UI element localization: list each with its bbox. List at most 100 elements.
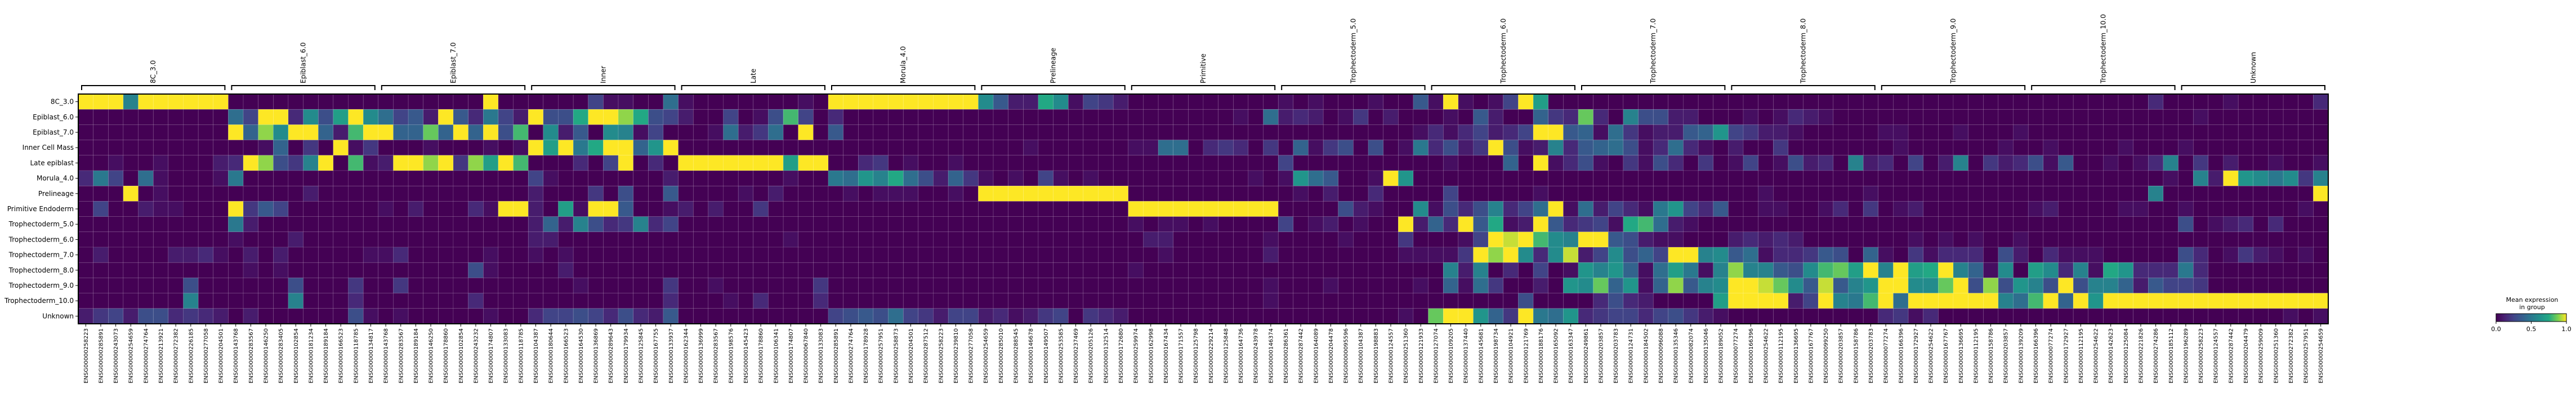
- heatmap-cell: [123, 262, 139, 278]
- heatmap-cell: [2208, 293, 2224, 309]
- heatmap-cell: [768, 231, 784, 248]
- heatmap-cell: [1833, 124, 1849, 140]
- heatmap-cell: [573, 124, 589, 140]
- heatmap-cell: [483, 155, 499, 171]
- heatmap-cell: [1608, 109, 1624, 125]
- heatmap-cell: [483, 247, 499, 263]
- heatmap-cell: [963, 293, 979, 309]
- heatmap-cell: [2088, 231, 2104, 248]
- heatmap-cell: [978, 216, 994, 233]
- heatmap-cell: [2193, 155, 2209, 171]
- heatmap-cell: [468, 231, 484, 248]
- heatmap-cell: [573, 262, 589, 278]
- heatmap-cell: [783, 247, 799, 263]
- heatmap-cell: [1998, 247, 2014, 263]
- heatmap-cell: [978, 262, 994, 278]
- heatmap-cell: [1143, 93, 1159, 110]
- row-label: Inner Cell Mass: [23, 144, 74, 151]
- heatmap-cell: [1893, 262, 1909, 278]
- gene-label: ENSG00000109205: [1448, 328, 1454, 383]
- heatmap-cell: [2073, 109, 2089, 125]
- heatmap-cell: [2073, 201, 2089, 217]
- gene-label: ENSG00000166396: [1898, 328, 1904, 383]
- heatmap-cell: [2028, 262, 2044, 278]
- heatmap-cell: [1968, 308, 1984, 324]
- heatmap-cell: [933, 247, 949, 263]
- gene-label: ENSG00000166523: [338, 328, 345, 383]
- heatmap-cell: [1263, 124, 1279, 140]
- heatmap-cell: [1158, 247, 1174, 263]
- heatmap-cell: [288, 278, 303, 293]
- heatmap-cell: [618, 124, 633, 140]
- row-label: Trophectoderm_5.0: [8, 220, 74, 228]
- heatmap-cell: [348, 109, 364, 125]
- heatmap-cell: [378, 216, 394, 233]
- heatmap-cell: [1848, 293, 1864, 309]
- heatmap-cell: [1518, 231, 1534, 248]
- heatmap-cell: [288, 109, 303, 125]
- gene-label: ENSG00000112195: [1778, 328, 1784, 383]
- heatmap-cell: [1698, 140, 1714, 156]
- heatmap-cell: [663, 216, 678, 233]
- heatmap-cell: [2253, 170, 2269, 186]
- heatmap-cell: [903, 293, 919, 309]
- heatmap-cell: [2118, 155, 2133, 171]
- heatmap-cell: [1518, 278, 1534, 293]
- heatmap-cell: [2133, 201, 2149, 217]
- heatmap-cell: [468, 216, 484, 233]
- heatmap-cells: [78, 93, 2329, 324]
- heatmap-cell: [783, 308, 799, 324]
- heatmap-cell: [1833, 262, 1849, 278]
- heatmap-cell: [1098, 262, 1114, 278]
- heatmap-cell: [1638, 155, 1654, 171]
- heatmap-cell: [468, 124, 484, 140]
- heatmap-cell: [1098, 140, 1114, 156]
- heatmap-cell: [393, 262, 409, 278]
- heatmap-cell: [1083, 262, 1099, 278]
- heatmap-cell: [1488, 231, 1504, 248]
- heatmap-cell: [1683, 109, 1699, 125]
- heatmap-cell: [93, 185, 109, 202]
- heatmap-cell: [1848, 231, 1864, 248]
- heatmap-cell: [2088, 293, 2104, 309]
- heatmap-cell: [1683, 293, 1699, 309]
- heatmap-cell: [453, 140, 468, 156]
- heatmap-cell: [903, 247, 919, 263]
- heatmap-cell: [1353, 247, 1369, 263]
- heatmap-cell: [303, 216, 319, 233]
- gene-label: ENSG00000254659: [2318, 328, 2324, 383]
- heatmap-cell: [2268, 262, 2284, 278]
- group-bracket: [381, 85, 526, 90]
- heatmap-cell: [348, 278, 364, 293]
- heatmap-cell: [2283, 109, 2299, 125]
- heatmap-cell: [1113, 278, 1129, 293]
- heatmap-cell: [1338, 293, 1354, 309]
- heatmap-cell: [243, 308, 258, 324]
- heatmap-cell: [303, 93, 319, 110]
- heatmap-cell: [978, 93, 994, 110]
- heatmap-cell: [1053, 140, 1069, 156]
- heatmap-cell: [1533, 278, 1549, 293]
- heatmap-cell: [858, 155, 874, 171]
- heatmap-cell: [633, 93, 649, 110]
- heatmap-cell: [843, 93, 859, 110]
- heatmap-cell: [1953, 216, 1968, 233]
- heatmap-cell: [2133, 185, 2149, 202]
- heatmap-cell: [798, 185, 814, 202]
- heatmap-cell: [798, 262, 814, 278]
- heatmap-cell: [363, 247, 379, 263]
- heatmap-cell: [168, 155, 184, 171]
- heatmap-cell: [2298, 93, 2314, 110]
- heatmap-cell: [2013, 93, 2029, 110]
- group-bracket: [1281, 85, 1426, 90]
- heatmap-cell: [1968, 216, 1984, 233]
- heatmap-cell: [258, 231, 274, 248]
- heatmap-cell: [708, 278, 724, 293]
- heatmap-cell: [1263, 109, 1279, 125]
- heatmap-cell: [2313, 216, 2329, 233]
- heatmap-cell: [378, 231, 394, 248]
- heatmap-cell: [903, 201, 919, 217]
- heatmap-cell: [1008, 155, 1024, 171]
- heatmap-cell: [693, 247, 709, 263]
- heatmap-cell: [828, 124, 843, 140]
